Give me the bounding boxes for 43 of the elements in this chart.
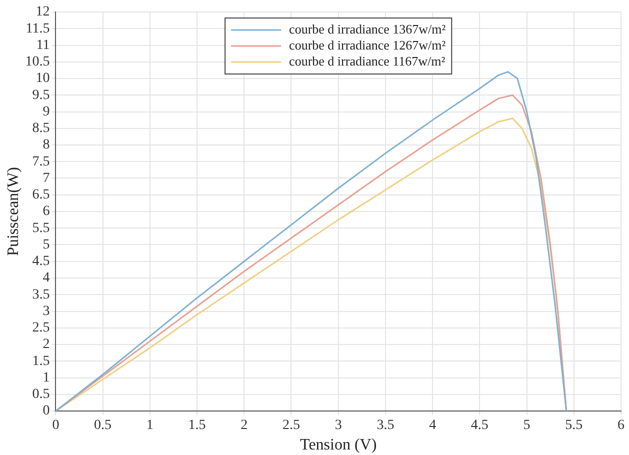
legend-label: courbe d irradiance 1367w/m² [289,21,446,36]
y-tick-label: 8.5 [32,121,50,136]
y-tick-label: 6 [42,204,50,220]
y-tick-label: 10 [36,71,50,86]
y-tick-label: 5.5 [32,220,50,236]
x-tick-label: 5 [523,418,530,434]
y-axis-title: Puisscean(W) [4,167,22,256]
x-tick-label: 6 [618,418,624,434]
y-tick-label: 5 [42,237,50,252]
y-tick-label: 2 [42,337,50,352]
y-tick-label: 6.5 [32,188,50,203]
x-tick-label: 4.5 [470,418,488,434]
x-axis-title: Tension (V) [300,436,377,454]
x-tick-label: 1.5 [188,418,206,434]
y-tick-label: 1 [42,370,50,386]
y-tick-label: 9.5 [32,88,50,103]
y-tick-label: 0.5 [32,387,50,402]
x-tick-label: 3.5 [376,418,394,434]
y-tick-label: 4 [42,270,50,286]
x-tick-label: 2 [240,418,248,434]
y-tick-label: 10.5 [25,54,50,70]
y-tick-label: 9 [42,104,50,120]
y-tick-label: 11.5 [26,21,50,36]
legend-label: courbe d irradiance 1167w/m² [289,53,446,68]
y-tick-label: 7 [42,170,50,186]
y-tick-label: 0 [42,404,50,419]
y-tick-label: 8 [42,138,50,153]
y-tick-label: 3 [42,304,50,319]
y-tick-label: 11 [36,38,50,53]
y-tick-label: 7.5 [32,154,50,170]
x-tick-label: 5.5 [565,418,583,434]
x-tick-label: 0.5 [94,418,112,434]
legend-label: courbe d irradiance 1267w/m² [289,37,446,52]
x-tick-label: 3 [334,418,342,434]
x-tick-label: 2.5 [282,418,300,434]
x-tick-label: 4 [429,418,436,434]
y-tick-label: 2.5 [32,320,50,336]
y-tick-label: 12 [36,4,50,20]
x-tick-label: 1 [146,418,154,434]
y-tick-label: 3.5 [32,287,50,302]
y-tick-label: 4.5 [32,254,50,270]
y-tick-label: 1.5 [32,354,50,369]
x-tick-label: 0 [52,418,60,434]
